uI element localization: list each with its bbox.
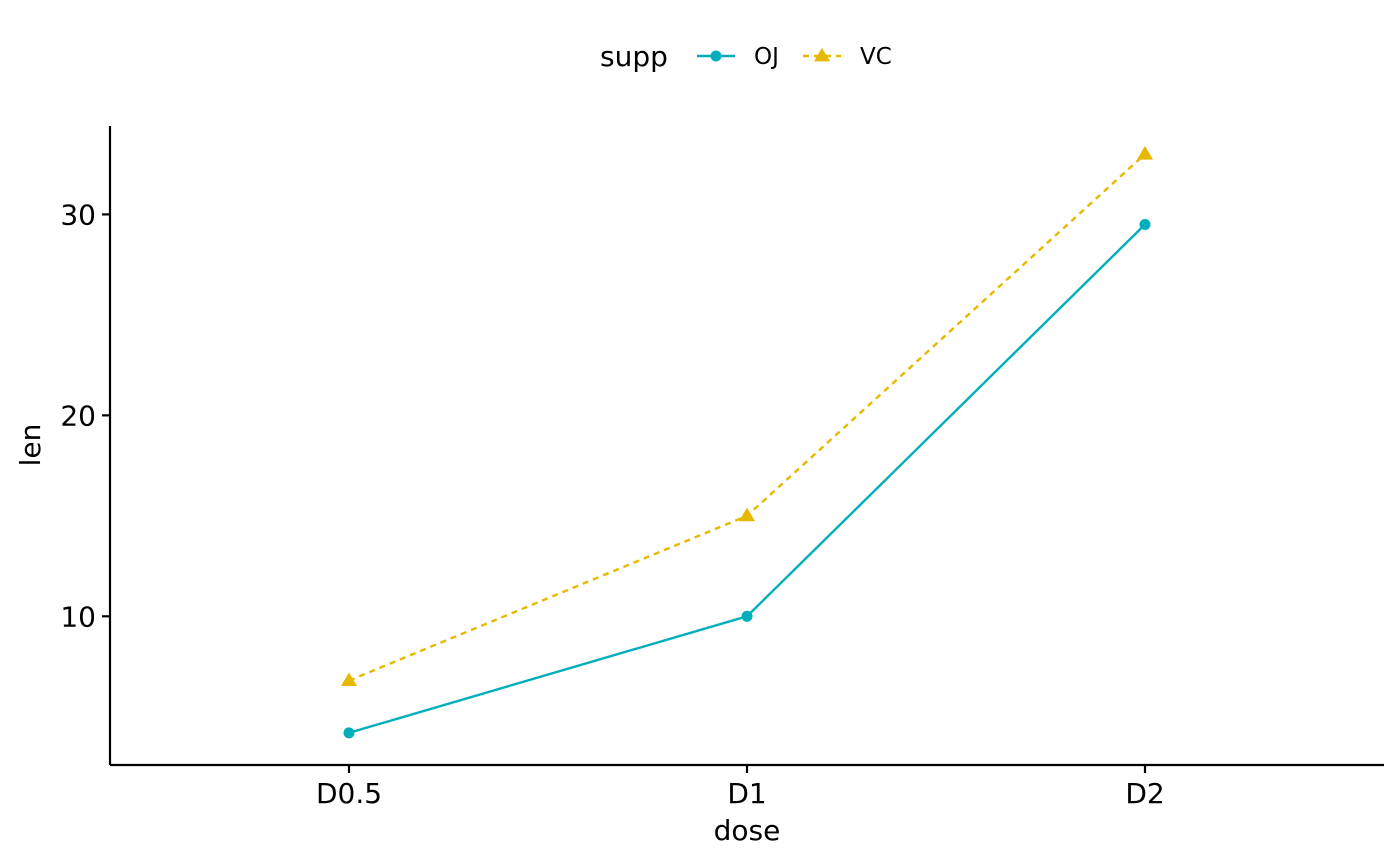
legend-key-marker <box>710 50 722 62</box>
legend-key-marker <box>813 47 831 62</box>
series-layer <box>340 145 1154 739</box>
y-tick-label: 10 <box>60 600 96 633</box>
series-vc <box>340 145 1154 687</box>
data-point-vc <box>1136 145 1154 160</box>
y-ticks: 10 20 30 <box>60 198 110 633</box>
data-point-oj <box>343 727 355 739</box>
data-point-vc <box>738 507 756 522</box>
y-tick-label: 30 <box>60 198 96 231</box>
x-axis-title: dose <box>714 814 781 847</box>
legend-label-oj: OJ <box>754 44 779 70</box>
x-ticks: D0.5 D1 D2 <box>316 765 1165 810</box>
legend-label-vc: VC <box>860 44 892 70</box>
legend: supp OJ VC <box>600 40 892 73</box>
y-tick-label: 20 <box>60 399 96 432</box>
data-point-oj <box>1139 218 1151 230</box>
series-line-vc <box>348 153 1146 682</box>
data-point-vc <box>340 672 358 687</box>
x-tick-label-d0-5: D0.5 <box>316 777 382 810</box>
x-tick-label-d1: D1 <box>727 777 766 810</box>
x-tick-label-d2: D2 <box>1125 777 1164 810</box>
y-axis-title: len <box>14 424 47 467</box>
series-oj <box>343 218 1151 739</box>
legend-item-vc: VC <box>803 44 892 70</box>
series-line-oj <box>348 223 1146 735</box>
legend-items: OJ VC <box>697 44 892 70</box>
legend-item-oj: OJ <box>697 44 779 70</box>
data-point-oj <box>741 610 753 622</box>
legend-title: supp <box>600 40 668 73</box>
